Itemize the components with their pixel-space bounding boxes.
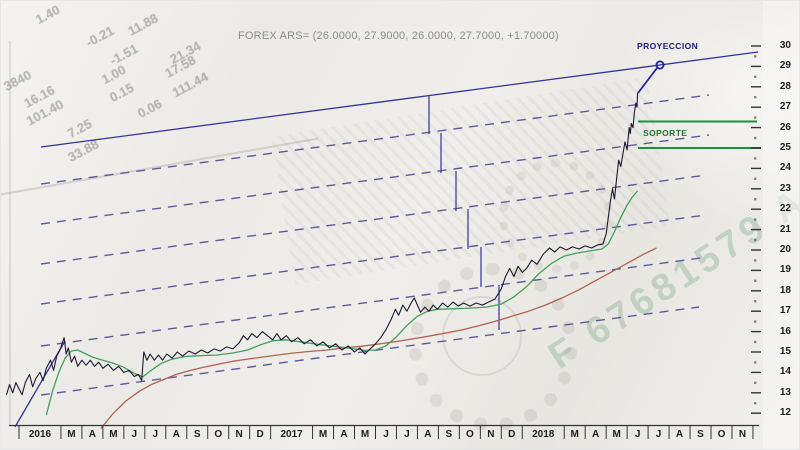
x-axis-label: S (697, 429, 704, 440)
x-axis-label: A (88, 429, 96, 440)
projection-target-circle (655, 60, 665, 70)
y-axis-minor-tick (754, 218, 757, 221)
x-axis-label: J (131, 429, 138, 440)
soporte-label: SOPORTE (643, 128, 688, 138)
y-axis-label: 21 (779, 223, 791, 235)
y-axis-minor-tick (754, 340, 757, 344)
x-axis-label: J (404, 429, 410, 440)
y-axis-minor-tick (754, 259, 757, 262)
x-axis-label: A (675, 429, 684, 440)
y-axis-label: 16 (779, 325, 791, 337)
y-axis-label: 14 (779, 366, 791, 378)
y-axis-minor-tick (754, 361, 757, 364)
channel-dashed-line (40, 134, 710, 225)
projection-arrow (637, 67, 658, 94)
x-axis-label: A (424, 429, 432, 440)
proyeccion-label: PROYECCION (637, 41, 699, 51)
bill-seal-inner-circle (442, 296, 522, 376)
x-axis-label: N (738, 429, 747, 440)
x-axis-label: M (109, 429, 118, 440)
chart-title: FOREX ARS= (26.0000, 27.9000, 26.0000, 2… (238, 30, 559, 42)
x-axis-label: O (465, 429, 474, 440)
x-axis-label: N (235, 429, 243, 440)
y-axis-minor-tick (754, 300, 757, 303)
ma-short-green-line (45, 190, 639, 416)
x-axis-label: A (592, 429, 600, 440)
channel-top-trendline (40, 51, 759, 148)
y-axis-minor-tick (754, 177, 757, 180)
x-axis-label: O (717, 429, 726, 440)
y-axis-minor-tick (754, 381, 757, 384)
x-axis-label: J (655, 429, 662, 440)
x-axis-label: N (487, 429, 495, 440)
y-axis-label: 20 (779, 244, 791, 255)
y-axis-minor-tick (754, 75, 757, 78)
x-axis-label: M (318, 429, 328, 440)
y-axis-label: 18 (779, 284, 791, 296)
x-axis-label: 2016 (28, 429, 52, 440)
x-axis-label: D (256, 429, 264, 440)
y-axis-minor-tick (754, 136, 757, 140)
bill-right-margin (763, 1, 799, 449)
x-axis-label: 2018 (532, 429, 555, 440)
y-axis-minor-tick (754, 96, 757, 99)
y-axis-label: 19 (779, 264, 791, 276)
x-axis-label: M (67, 429, 76, 440)
y-axis-minor-tick (754, 320, 757, 323)
channel-dashed-line (40, 94, 710, 185)
y-axis-minor-tick (754, 116, 757, 119)
price-line (5, 92, 639, 396)
x-axis-label: M (612, 429, 621, 440)
x-axis-label: 2017 (280, 429, 303, 440)
y-axis-label: 12 (779, 407, 791, 419)
ma-long-red-line (100, 247, 657, 429)
y-axis-minor-tick (754, 279, 757, 282)
y-axis-label: 17 (779, 305, 791, 317)
y-axis-label: 13 (779, 386, 791, 398)
y-axis-minor-tick (754, 55, 757, 58)
channel-dashed-line (40, 174, 708, 265)
x-axis-label: S (445, 429, 453, 440)
channel-dashed-line (40, 257, 702, 347)
y-axis-label: 23 (779, 182, 791, 194)
x-axis-label: M (570, 429, 579, 440)
x-axis-label: M (360, 429, 370, 440)
x-axis-label: J (634, 429, 641, 440)
y-axis-minor-tick (754, 198, 757, 201)
y-axis-label: 24 (779, 162, 791, 174)
y-axis-label: 25 (779, 142, 791, 153)
y-axis-label: 30 (779, 40, 791, 51)
y-axis-minor-tick (754, 402, 757, 405)
y-axis-label: 29 (779, 60, 791, 72)
x-axis-label: J (152, 429, 159, 440)
x-axis-label: A (340, 429, 348, 440)
y-axis-label: 28 (779, 80, 791, 92)
x-axis-label: A (172, 429, 180, 440)
channel-dashed-line (40, 214, 707, 305)
y-axis-minor-tick (754, 238, 757, 242)
channel-dashed-line (40, 306, 700, 396)
y-axis-label: 15 (779, 346, 791, 357)
y-axis-label: 22 (779, 203, 791, 215)
x-axis-label: S (193, 429, 201, 440)
y-axis-label: 27 (779, 101, 791, 113)
y-axis-minor-tick (754, 157, 757, 160)
y-axis-label: 26 (779, 121, 791, 133)
x-axis-label: D (508, 429, 516, 440)
x-axis-label: J (383, 429, 389, 440)
x-axis-label: O (214, 429, 223, 440)
